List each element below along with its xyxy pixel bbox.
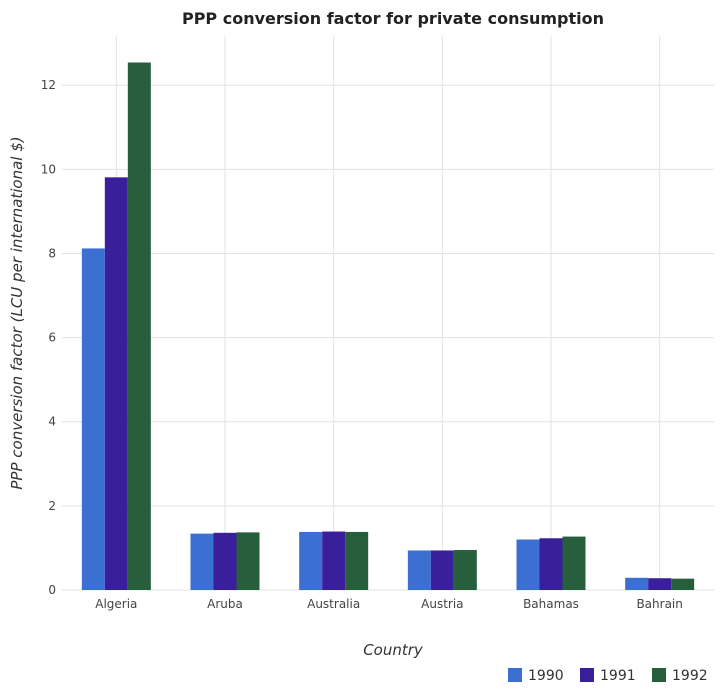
legend-label: 1990 <box>528 668 564 684</box>
x-tick-label: Austria <box>421 597 463 611</box>
legend-swatch <box>508 668 522 682</box>
y-tick-label: 12 <box>41 78 56 92</box>
bar-bahrain-1992 <box>671 578 695 590</box>
x-tick-label: Australia <box>307 597 360 611</box>
bar-austria-1991 <box>430 550 454 590</box>
bar-bahamas-1990 <box>516 539 540 590</box>
x-tick-label: Algeria <box>95 597 137 611</box>
bars <box>81 62 695 591</box>
y-tick-label: 2 <box>48 499 56 513</box>
bar-aruba-1990 <box>190 533 214 590</box>
bar-australia-1990 <box>299 531 323 590</box>
bar-bahamas-1991 <box>539 538 563 590</box>
grid-lines <box>62 36 714 591</box>
bar-algeria-1992 <box>127 62 151 590</box>
bar-australia-1992 <box>345 531 369 590</box>
y-tick-label: 10 <box>41 162 56 176</box>
x-tick-label: Aruba <box>207 597 243 611</box>
bar-aruba-1991 <box>213 532 237 590</box>
y-axis-label: PPP conversion factor (LCU per internati… <box>8 136 26 489</box>
legend-swatch <box>580 668 594 682</box>
x-tick-label: Bahrain <box>636 597 682 611</box>
y-tick-label: 6 <box>48 331 56 345</box>
legend-label: 1991 <box>600 668 636 684</box>
bar-australia-1991 <box>322 531 346 590</box>
x-tick-label: Bahamas <box>523 597 579 611</box>
chart-title: PPP conversion factor for private consum… <box>182 9 604 28</box>
bar-bahamas-1992 <box>562 536 586 590</box>
bar-algeria-1991 <box>104 177 128 590</box>
x-axis-ticks: Algeria Aruba Australia Austria Bahamas Bahra… <box>95 597 683 611</box>
bar-bahrain-1991 <box>648 578 672 590</box>
y-tick-label: 0 <box>48 583 56 597</box>
bar-austria-1992 <box>453 550 477 590</box>
y-tick-label: 4 <box>48 415 56 429</box>
y-axis-ticks: 0 2 4 6 8 10 12 <box>41 78 56 597</box>
legend: 1990 1991 1992 <box>508 668 708 684</box>
x-axis-label: Country <box>363 641 424 659</box>
bar-austria-1990 <box>407 550 431 590</box>
y-tick-label: 8 <box>48 246 56 260</box>
legend-swatch <box>652 668 666 682</box>
bar-aruba-1992 <box>236 532 260 590</box>
bar-bahrain-1990 <box>625 577 649 590</box>
bar-algeria-1990 <box>81 248 105 591</box>
legend-label: 1992 <box>672 668 708 684</box>
